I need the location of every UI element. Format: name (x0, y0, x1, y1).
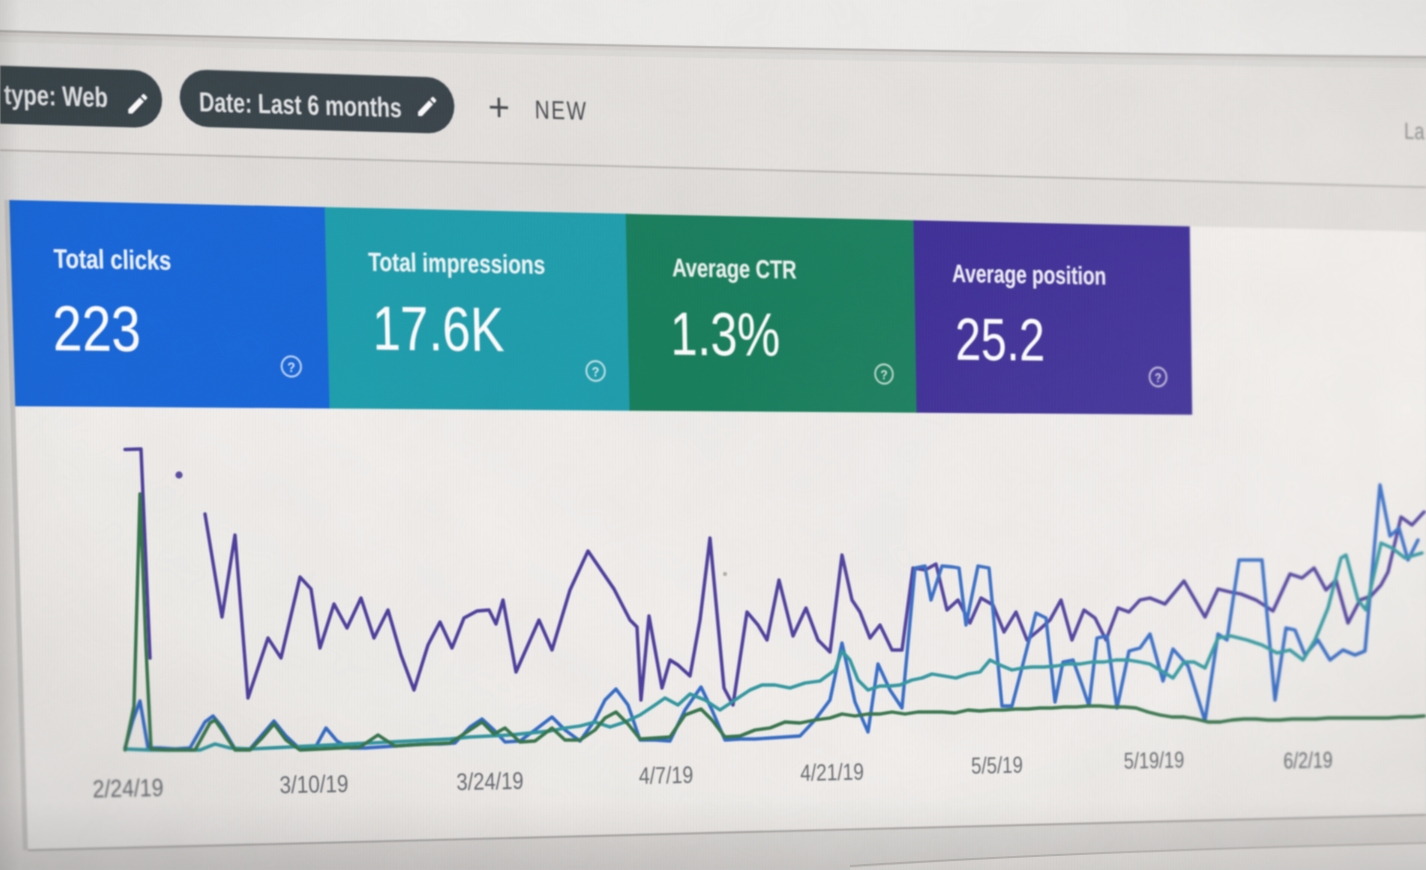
svg-text:17.6K: 17.6K (372, 293, 505, 364)
svg-text:4/7/19: 4/7/19 (639, 761, 694, 789)
svg-text:?: ? (880, 368, 888, 383)
svg-text:?: ? (287, 360, 295, 375)
svg-text:Average CTR: Average CTR (672, 253, 797, 284)
svg-text:4/21/19: 4/21/19 (800, 759, 864, 787)
svg-text:Total impressions: Total impressions (368, 249, 546, 281)
svg-text:1.3%: 1.3% (670, 299, 781, 369)
svg-text:223: 223 (52, 293, 142, 365)
svg-text:25.2: 25.2 (955, 307, 1045, 374)
svg-text:Total clicks: Total clicks (53, 245, 171, 277)
svg-text:?: ? (592, 364, 600, 380)
svg-text:5/5/19: 5/5/19 (971, 753, 1023, 779)
svg-text:3/24/19: 3/24/19 (456, 767, 524, 796)
